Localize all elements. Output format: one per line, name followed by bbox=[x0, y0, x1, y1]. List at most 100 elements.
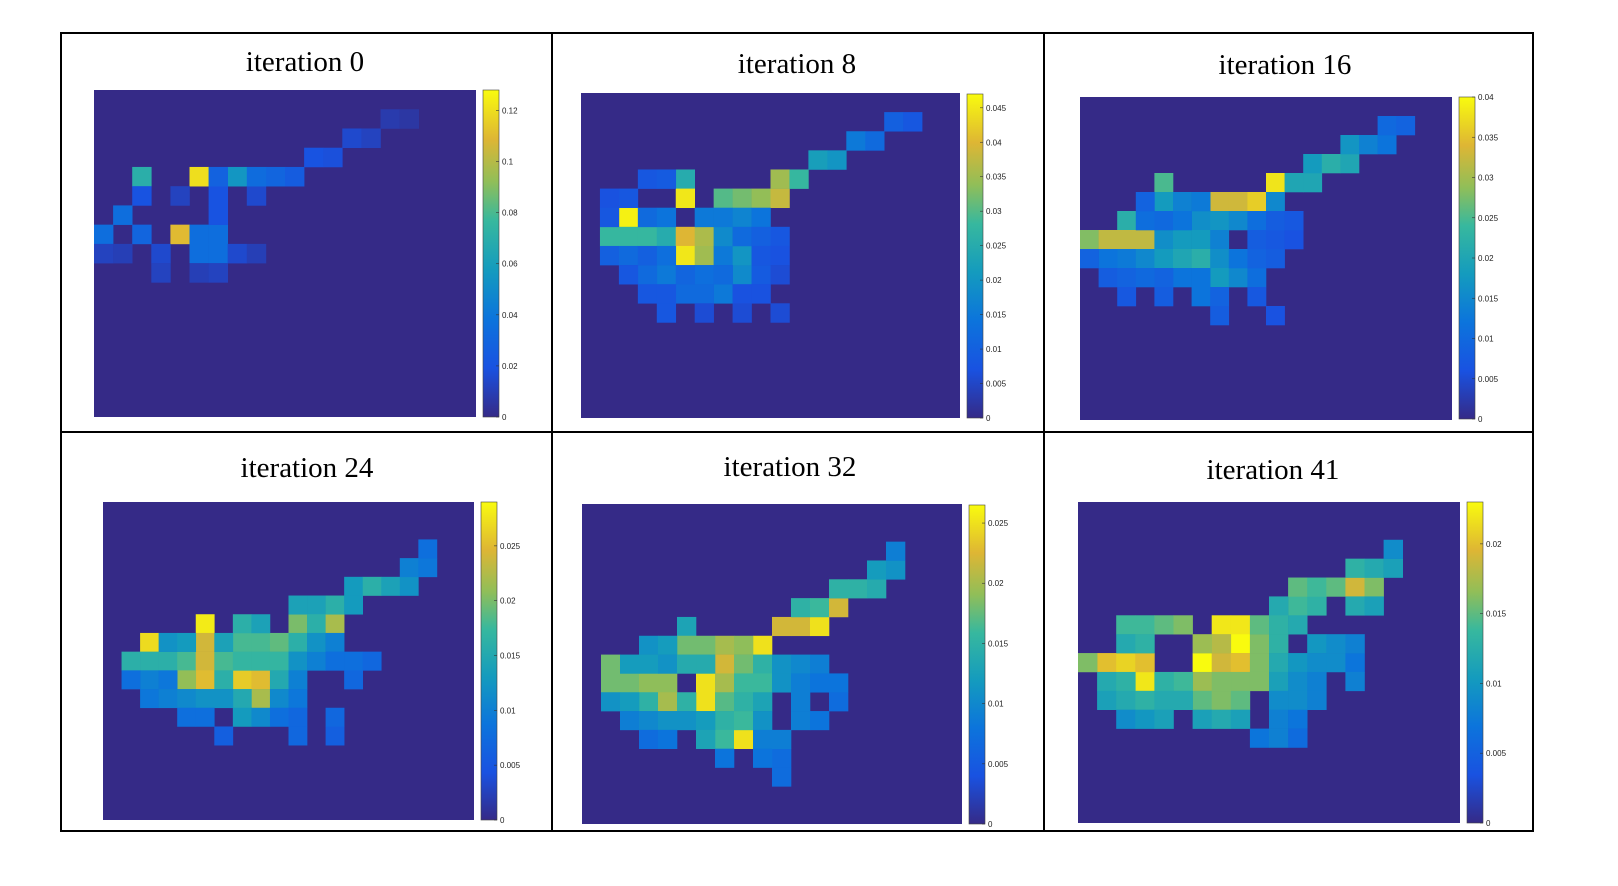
heatmap-cell bbox=[177, 651, 197, 671]
heatmap-cell bbox=[827, 150, 847, 170]
heatmap-cell bbox=[304, 147, 324, 168]
heatmap-cell bbox=[1307, 690, 1327, 710]
heatmap-cell bbox=[1154, 690, 1174, 710]
heatmap-cell bbox=[675, 226, 695, 247]
colorbar bbox=[480, 501, 498, 821]
heatmap-cell bbox=[886, 560, 906, 580]
heatmap-cell bbox=[158, 670, 178, 690]
heatmap-cell bbox=[189, 243, 209, 264]
heatmap-cell bbox=[734, 673, 754, 693]
heatmap-cell bbox=[208, 166, 228, 187]
heatmap-cell bbox=[1288, 728, 1308, 748]
colorbar-tick-label: 0.02 bbox=[986, 276, 1002, 285]
heatmap-cell bbox=[288, 689, 308, 709]
heatmap-cell bbox=[658, 635, 678, 655]
heatmap-cell bbox=[380, 109, 400, 129]
heatmap-cell bbox=[1377, 135, 1397, 155]
colorbar-tick-label: 0.01 bbox=[500, 706, 516, 715]
heatmap-cell bbox=[151, 263, 171, 283]
heatmap-cell bbox=[637, 265, 658, 285]
colorbar bbox=[1466, 501, 1484, 824]
heatmap-cell bbox=[677, 692, 697, 712]
heatmap-cell bbox=[1228, 268, 1248, 288]
heatmap-panel-2: 0 0.005 0.01 0.015 0.02 0.025 0.03 0.035 0.04 bbox=[1080, 93, 1499, 424]
heatmap-cell bbox=[1377, 116, 1397, 136]
heatmap-cell bbox=[791, 673, 811, 693]
heatmap-cell bbox=[1154, 615, 1174, 635]
heatmap-cell bbox=[639, 673, 659, 693]
heatmap-cell bbox=[770, 188, 790, 209]
heatmap-cell bbox=[344, 576, 363, 596]
heatmap-cell bbox=[734, 729, 754, 749]
heatmap-cell bbox=[658, 711, 678, 731]
heatmap-cell bbox=[232, 632, 252, 652]
heatmap-cell bbox=[1266, 192, 1285, 212]
heatmap-cell bbox=[770, 303, 790, 323]
heatmap-cell bbox=[1326, 634, 1346, 654]
heatmap-cell bbox=[307, 632, 326, 652]
colorbar bbox=[968, 504, 986, 825]
heatmap-cell bbox=[1210, 192, 1230, 212]
heatmap-cell bbox=[1154, 268, 1174, 288]
heatmap-cell bbox=[1303, 154, 1323, 174]
colorbar-tick-label: 0.04 bbox=[986, 138, 1002, 147]
heatmap-cell bbox=[307, 651, 326, 671]
heatmap-cell bbox=[325, 707, 345, 727]
heatmap-cell bbox=[1078, 653, 1098, 673]
panel-title-iteration-16: iteration 16 bbox=[1218, 49, 1352, 81]
heatmap-cell bbox=[246, 243, 267, 264]
heatmap-cell bbox=[599, 226, 620, 247]
heatmap-cell bbox=[1098, 268, 1118, 288]
heatmap-cell bbox=[696, 729, 716, 749]
heatmap-cell bbox=[732, 207, 752, 228]
heatmap-cell bbox=[269, 632, 289, 652]
heatmap-cell bbox=[227, 166, 248, 187]
heatmap-cell bbox=[232, 651, 252, 671]
colorbar bbox=[482, 89, 500, 418]
heatmap-cell bbox=[1364, 596, 1384, 616]
heatmap-cell bbox=[1173, 268, 1192, 288]
colorbar-tick-label: 0.015 bbox=[1478, 294, 1499, 303]
heatmap-cell bbox=[227, 243, 248, 264]
heatmap-cell bbox=[399, 558, 419, 578]
heatmap-cell bbox=[1135, 690, 1155, 710]
heatmap-cell bbox=[599, 188, 620, 209]
heatmap-cell bbox=[208, 224, 228, 245]
heatmap-cell bbox=[140, 651, 159, 671]
heatmap-cell bbox=[620, 692, 640, 712]
heatmap-cell bbox=[1191, 192, 1211, 212]
heatmap-cell bbox=[639, 635, 659, 655]
heatmap-cell bbox=[601, 654, 621, 674]
heatmap-cell bbox=[1135, 192, 1155, 212]
heatmap-cell bbox=[1288, 690, 1308, 710]
heatmap-cell bbox=[829, 673, 849, 693]
heatmap-cell bbox=[1117, 287, 1137, 307]
heatmap-cell bbox=[656, 303, 677, 323]
heatmap-cell bbox=[867, 560, 887, 580]
heatmap-cell bbox=[620, 711, 640, 731]
colorbar-tick-label: 0.035 bbox=[986, 173, 1007, 182]
heatmap-cell bbox=[214, 726, 234, 746]
heatmap-cell bbox=[1340, 154, 1360, 174]
heatmap-cell bbox=[886, 541, 906, 561]
colorbar-tick-label: 0.06 bbox=[502, 260, 518, 269]
heatmap-cell bbox=[94, 243, 114, 264]
heatmap-cell bbox=[599, 207, 620, 228]
heatmap-cell bbox=[713, 188, 733, 209]
heatmap-cell bbox=[732, 245, 752, 266]
colorbar-tick-label: 0.025 bbox=[986, 242, 1007, 251]
heatmap-cell bbox=[732, 303, 752, 323]
colorbar-tick-label: 0.035 bbox=[1478, 133, 1499, 142]
heatmap-cell bbox=[1173, 249, 1192, 269]
heatmap-cell bbox=[791, 616, 811, 637]
colorbar-tick-label: 0 bbox=[1486, 819, 1491, 828]
heatmap-cell bbox=[1284, 173, 1304, 193]
heatmap-cell bbox=[656, 169, 677, 189]
heatmap-cell bbox=[1307, 653, 1327, 673]
colorbar-tick-label: 0.015 bbox=[986, 311, 1007, 320]
heatmap-panel-1: 0 0.005 0.01 0.015 0.02 0.025 0.03 0.035 0.04 0.0… bbox=[581, 93, 1007, 423]
heatmap-cell bbox=[694, 226, 714, 247]
heatmap-cell bbox=[1340, 135, 1360, 155]
heatmap-cell bbox=[1269, 690, 1289, 710]
